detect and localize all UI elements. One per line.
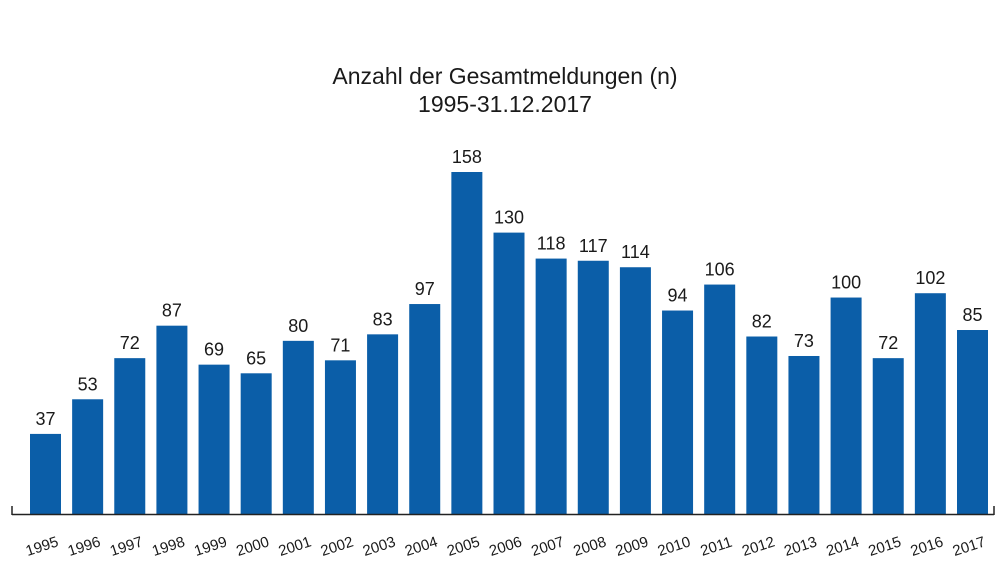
bar-2011: [704, 284, 736, 514]
bar-1999: [198, 364, 230, 514]
bar-2010: [662, 310, 694, 514]
tick-label-1997: 1997: [108, 533, 145, 559]
value-label-2004: 97: [415, 279, 435, 299]
value-label-2003: 83: [373, 309, 393, 329]
tick-label-1995: 1995: [24, 533, 61, 559]
bar-2002: [324, 360, 356, 514]
bar-2000: [240, 373, 272, 514]
bar-2013: [788, 355, 820, 514]
value-label-2005: 158: [452, 147, 482, 167]
tick-label-2007: 2007: [529, 533, 566, 559]
tick-label-2003: 2003: [361, 533, 398, 559]
tick-label-2016: 2016: [908, 533, 945, 559]
value-label-2000: 65: [246, 348, 266, 368]
bar-1997: [114, 358, 146, 514]
tick-label-2006: 2006: [487, 533, 524, 559]
bar-2004: [409, 304, 441, 514]
bar-1998: [156, 325, 188, 514]
value-labels-group: 37 53 72 87 69 65 80 71 83 97 158 130 118 117 114 94 106…: [35, 147, 982, 429]
value-label-2006: 130: [494, 208, 524, 228]
bar-2017: [957, 330, 988, 514]
value-label-1997: 72: [120, 333, 140, 353]
value-label-2012: 82: [752, 312, 772, 332]
tick-label-2005: 2005: [445, 533, 482, 559]
bars-group: [30, 172, 988, 515]
tick-label-2017: 2017: [951, 533, 988, 559]
value-label-1996: 53: [78, 374, 98, 394]
tick-label-1999: 1999: [192, 533, 229, 559]
tick-label-1996: 1996: [66, 533, 103, 559]
bar-2012: [746, 336, 778, 514]
value-label-2010: 94: [668, 286, 688, 306]
bar-2005: [451, 172, 483, 514]
bar-2016: [914, 293, 946, 514]
bar-2015: [872, 358, 904, 514]
value-label-2009: 114: [621, 242, 650, 262]
x-axis: [11, 506, 995, 516]
tick-label-2004: 2004: [403, 533, 440, 559]
tick-label-2012: 2012: [740, 533, 777, 559]
chart-subtitle: 1995-31.12.2017: [418, 91, 592, 117]
value-label-2011: 106: [705, 260, 735, 280]
value-label-2007: 118: [537, 234, 566, 254]
value-label-1998: 87: [162, 301, 182, 321]
tick-label-2009: 2009: [614, 533, 651, 559]
tick-label-2011: 2011: [698, 534, 734, 560]
bar-2014: [830, 297, 862, 514]
tick-label-2013: 2013: [782, 533, 819, 559]
tick-label-2008: 2008: [571, 533, 608, 559]
value-label-1995: 37: [35, 409, 55, 429]
bar-2006: [493, 232, 525, 515]
bar-1996: [72, 399, 104, 514]
chart-title: Anzahl der Gesamtmeldungen (n): [332, 63, 677, 89]
value-label-1999: 69: [204, 340, 224, 360]
tick-label-2015: 2015: [866, 533, 903, 559]
x-tick-labels: 1995 1996 1997 1998 1999 2000 2001 2002 2003 2004…: [24, 533, 988, 559]
bar-1995: [30, 433, 61, 514]
value-label-2008: 117: [579, 236, 608, 256]
tick-label-2000: 2000: [234, 533, 271, 559]
bar-2008: [577, 260, 609, 514]
tick-label-2010: 2010: [656, 533, 693, 559]
value-label-2013: 73: [794, 331, 814, 351]
tick-label-1998: 1998: [150, 533, 187, 559]
value-label-2002: 71: [330, 335, 350, 355]
bar-2001: [282, 340, 314, 514]
bar-2007: [535, 258, 567, 514]
tick-label-2002: 2002: [319, 533, 356, 559]
value-label-2015: 72: [878, 333, 898, 353]
bar-2003: [367, 334, 399, 514]
value-label-2016: 102: [915, 268, 945, 288]
value-label-2017: 85: [962, 305, 982, 325]
value-label-2014: 100: [831, 273, 861, 293]
tick-label-2001: 2001: [276, 533, 313, 559]
value-label-2001: 80: [288, 316, 308, 336]
bar-2009: [619, 267, 651, 514]
tick-label-2014: 2014: [824, 533, 861, 559]
